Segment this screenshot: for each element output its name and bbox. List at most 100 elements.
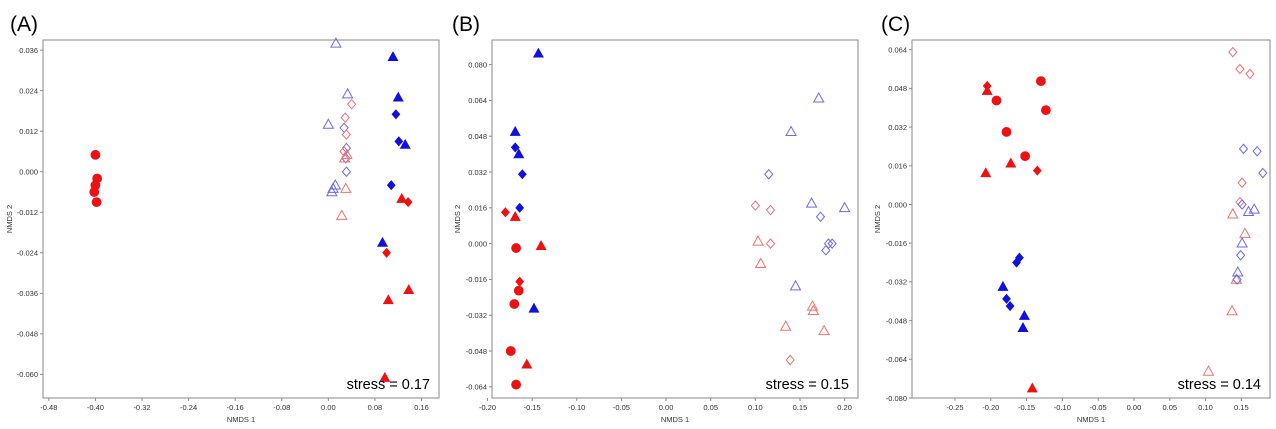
panel-c-x-ticks: -0.25 -0.20 -0.15 -0.10 -0.05 0.00 0.05 0.10 0.1… <box>946 398 1249 412</box>
panel-c-open-red-triangle-point <box>1239 227 1251 238</box>
panel-b-x-tick-label: 0.00 <box>659 403 674 412</box>
panel-a-open-red-triangle-point <box>339 182 352 193</box>
panel-c-y-tick-label: -0.064 <box>886 355 907 364</box>
panel-b-open-blue-triangle-point <box>805 197 818 208</box>
panel-b-open-red-triangle-point <box>752 235 764 246</box>
panel-b-open-blue-diamond-point <box>764 168 774 180</box>
panel-c-open-blue-triangle-point <box>1248 203 1261 214</box>
panel-c-filled-blue-diamond-point <box>1002 293 1011 304</box>
panel-b-open-red-triangle-point <box>754 257 767 269</box>
panel-c-open-red-diamond-point <box>1245 68 1255 80</box>
panel-b-label: (B) <box>452 13 480 36</box>
panel-b-open-blue-triangle-point <box>789 279 802 291</box>
panel-c-filled-blue-triangle-point <box>1017 322 1029 332</box>
panel-a-open-red-diamond-point <box>346 98 357 110</box>
panel-c-open-blue-triangle-point <box>1242 205 1255 217</box>
panel-b-y-tick-label: 0.016 <box>468 204 487 213</box>
panel-c-points <box>980 46 1268 393</box>
panel-c-y-tick-label: -0.016 <box>886 239 907 248</box>
panel-b-open-red-triangle-point <box>806 300 819 311</box>
panel-a-y-tick-label: 0.000 <box>19 168 38 177</box>
panel-b-y-axis-label: NMDS 2 <box>453 205 462 233</box>
panel-c-y-tick-label: -0.048 <box>886 316 907 325</box>
panel-b-open-blue-triangle-point <box>838 201 851 213</box>
panel-c-filled-red-circle-point <box>1035 76 1046 87</box>
panel-a-label: (A) <box>10 13 38 36</box>
panel-a-filled-blue-triangle-point <box>399 138 411 149</box>
panel-b-x-tick-label: -0.20 <box>479 403 496 412</box>
panel-c-x-tick-label: -0.15 <box>1018 403 1035 412</box>
panel-b-filled-red-diamond-point <box>500 207 510 218</box>
panel-a-y-tick-label: -0.024 <box>17 249 38 258</box>
panel-a-x-tick-label: -0.24 <box>180 403 197 412</box>
panel-c-x-tick-label: -0.10 <box>1054 403 1071 412</box>
panel-a-y-tick-label: 0.012 <box>19 127 38 136</box>
panel-a-x-ticks: -0.48 -0.40 -0.32 -0.24 -0.16 -0.08 0.00 0.08 0.… <box>40 398 429 412</box>
panel-b-filled-red-circle-point <box>511 379 522 390</box>
panel-a-filled-blue-triangle-point <box>392 91 404 102</box>
panel-b-open-red-triangle-point <box>807 304 820 316</box>
panel-a-filled-blue-diamond-point <box>386 180 396 191</box>
panel-b-x-tick-label: 0.10 <box>748 403 763 412</box>
panel-b-filled-blue-triangle-point <box>513 148 525 159</box>
panel-c-x-tick-label: -0.05 <box>1090 403 1107 412</box>
panel-b-y-tick-label: 0.048 <box>468 132 487 141</box>
panel-b-filled-blue-triangle-point <box>509 125 521 136</box>
panel-a-y-axis-label: NMDS 2 <box>5 205 14 233</box>
panel-c-y-tick-label: 0.064 <box>888 45 907 54</box>
panel-c-y-tick-label: 0.000 <box>888 200 907 209</box>
panel-b-y-tick-label: -0.016 <box>466 275 487 284</box>
panel-b-y-tick-label: -0.032 <box>466 311 487 320</box>
panel-b-filled-red-diamond-point <box>515 276 525 287</box>
panel-c-open-blue-diamond-point <box>1238 143 1249 155</box>
panel-a-x-tick-label: -0.16 <box>227 403 244 412</box>
panel-b-filled-red-circle-point <box>509 299 520 309</box>
panel-b-open-blue-diamond-point <box>827 238 837 249</box>
panel-c-filled-blue-triangle-point <box>1018 309 1030 320</box>
panel-b-open-red-diamond-point <box>785 354 795 366</box>
panel-b-open-blue-triangle-point <box>812 91 825 103</box>
panel-b-filled-blue-diamond-point <box>515 202 525 213</box>
panel-a-filled-red-triangle-point <box>379 371 391 382</box>
panel-b-x-tick-label: 0.20 <box>837 403 852 412</box>
panel-b-x-axis-label: NMDS 1 <box>661 415 689 424</box>
panel-b-x-tick-label: 0.15 <box>793 403 808 412</box>
panel-c-x-tick-label: 0.05 <box>1162 403 1177 412</box>
panel-c-plot-frame <box>911 39 1271 399</box>
panel-b-points <box>500 47 851 390</box>
panel-b-open-red-diamond-point <box>765 204 776 216</box>
panel-c-y-tick-label: -0.032 <box>886 278 907 287</box>
panel-a-y-ticks: 0.036 0.024 0.012 0.000 -0.012 -0.024 -0.036 -0… <box>17 46 43 379</box>
panel-a-filled-red-triangle-point <box>382 294 394 305</box>
panel-a-stress-annotation: stress = 0.17 <box>347 377 430 393</box>
panel-a-x-tick-label: 0.16 <box>414 403 429 412</box>
panel-a-y-tick-label: 0.036 <box>19 46 38 55</box>
panel-c-filled-red-circle-point <box>1020 151 1031 162</box>
panel-a-y-tick-label: -0.060 <box>17 370 38 379</box>
panel-b-filled-red-circle-point <box>513 285 524 296</box>
panel-b-y-tick-label: 0.080 <box>468 60 487 69</box>
panel-a-open-red-diamond-point <box>340 112 350 124</box>
panel-c-open-blue-diamond-point <box>1232 274 1242 285</box>
panel-c-y-ticks: 0.064 0.048 0.032 0.016 0.000 -0.016 -0.032 -0.… <box>886 45 912 403</box>
panel-b-stress-annotation: stress = 0.15 <box>766 377 849 393</box>
panel-b-filled-red-triangle-point <box>535 240 547 250</box>
panel-b-open-blue-triangle-point <box>785 125 797 137</box>
panel-c-label: (C) <box>881 13 910 36</box>
panel-a-x-tick-label: -0.48 <box>40 403 57 412</box>
panel-a-filled-red-diamond-point <box>382 247 391 258</box>
panel-a-y-tick-label: 0.024 <box>19 86 38 95</box>
panel-a: (A) -0.48 -0.40 -0.32 -0.24 -0.16 -0.08 0.00 0.… <box>5 13 440 424</box>
panel-b-y-tick-label: 0.064 <box>468 96 487 105</box>
panel-b-open-blue-diamond-point <box>821 244 831 256</box>
panel-a-open-red-triangle-point <box>338 151 351 163</box>
panel-a-y-tick-label: -0.048 <box>17 330 38 339</box>
panel-c: (C) -0.25 -0.20 -0.15 -0.10 -0.05 0.00 0.05 0.1… <box>873 13 1271 424</box>
panel-c-y-tick-label: -0.080 <box>886 394 907 403</box>
panel-c-filled-red-diamond-point <box>1032 165 1042 176</box>
panel-c-x-axis-label: NMDS 1 <box>1077 415 1105 424</box>
panel-b: (B) -0.20 -0.15 -0.10 -0.05 0.00 0.05 0.10 0.15… <box>452 13 859 424</box>
panel-c-open-red-triangle-point <box>1226 207 1239 219</box>
panel-a-open-blue-triangle-point <box>330 37 342 48</box>
panel-b-filled-red-triangle-point <box>521 358 533 369</box>
